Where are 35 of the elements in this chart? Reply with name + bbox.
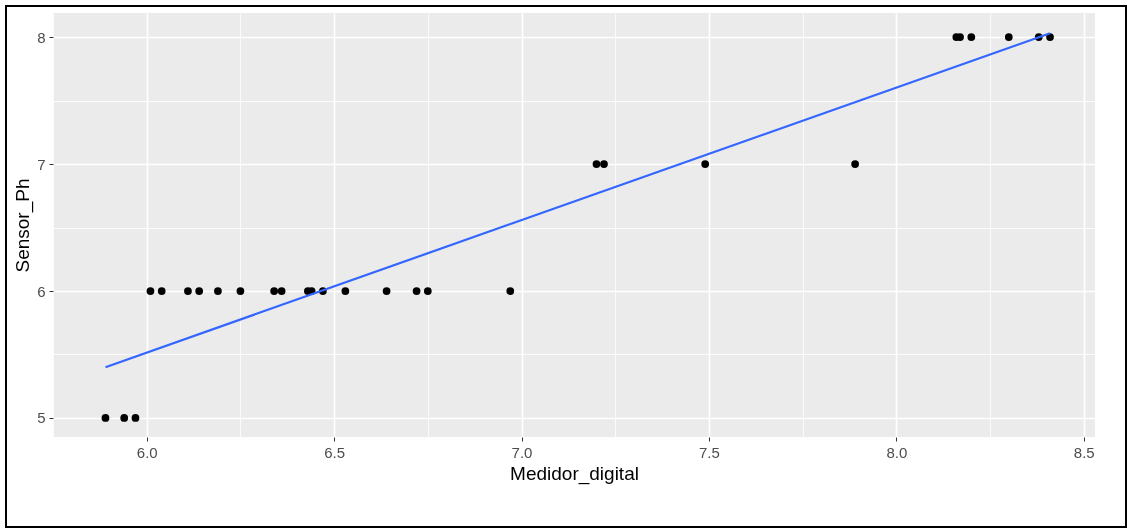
point	[956, 33, 964, 41]
point	[382, 287, 391, 295]
point	[1004, 33, 1013, 41]
y-tick-label: 7	[37, 155, 46, 173]
point	[101, 414, 110, 422]
point	[412, 287, 421, 295]
x-tick-label: 6.0	[136, 443, 158, 461]
y-tick-label: 6	[37, 282, 46, 300]
point	[600, 160, 608, 168]
point	[851, 160, 859, 168]
point	[592, 160, 601, 168]
point	[967, 33, 976, 41]
x-tick-label: 8.5	[1073, 443, 1095, 461]
point	[341, 287, 350, 295]
point	[270, 287, 279, 295]
x-tick-label: 6.5	[324, 443, 346, 461]
point	[120, 414, 129, 422]
point	[157, 287, 166, 295]
point	[184, 287, 192, 295]
point	[701, 160, 710, 168]
y-tick-label: 5	[37, 409, 46, 427]
point	[506, 287, 515, 295]
x-axis-title: Medidor_digital	[510, 462, 639, 485]
x-tick-label: 7.0	[511, 443, 533, 461]
y-axis-title: Sensor_Ph	[12, 178, 35, 273]
y-tick-label: 8	[37, 28, 46, 46]
point	[236, 287, 245, 295]
point	[195, 287, 204, 295]
x-tick-label: 7.5	[699, 443, 720, 461]
point	[146, 287, 155, 295]
x-tick-label: 8.0	[886, 443, 908, 461]
point	[423, 287, 432, 295]
point	[131, 414, 140, 422]
point	[214, 287, 222, 295]
point	[277, 287, 286, 295]
